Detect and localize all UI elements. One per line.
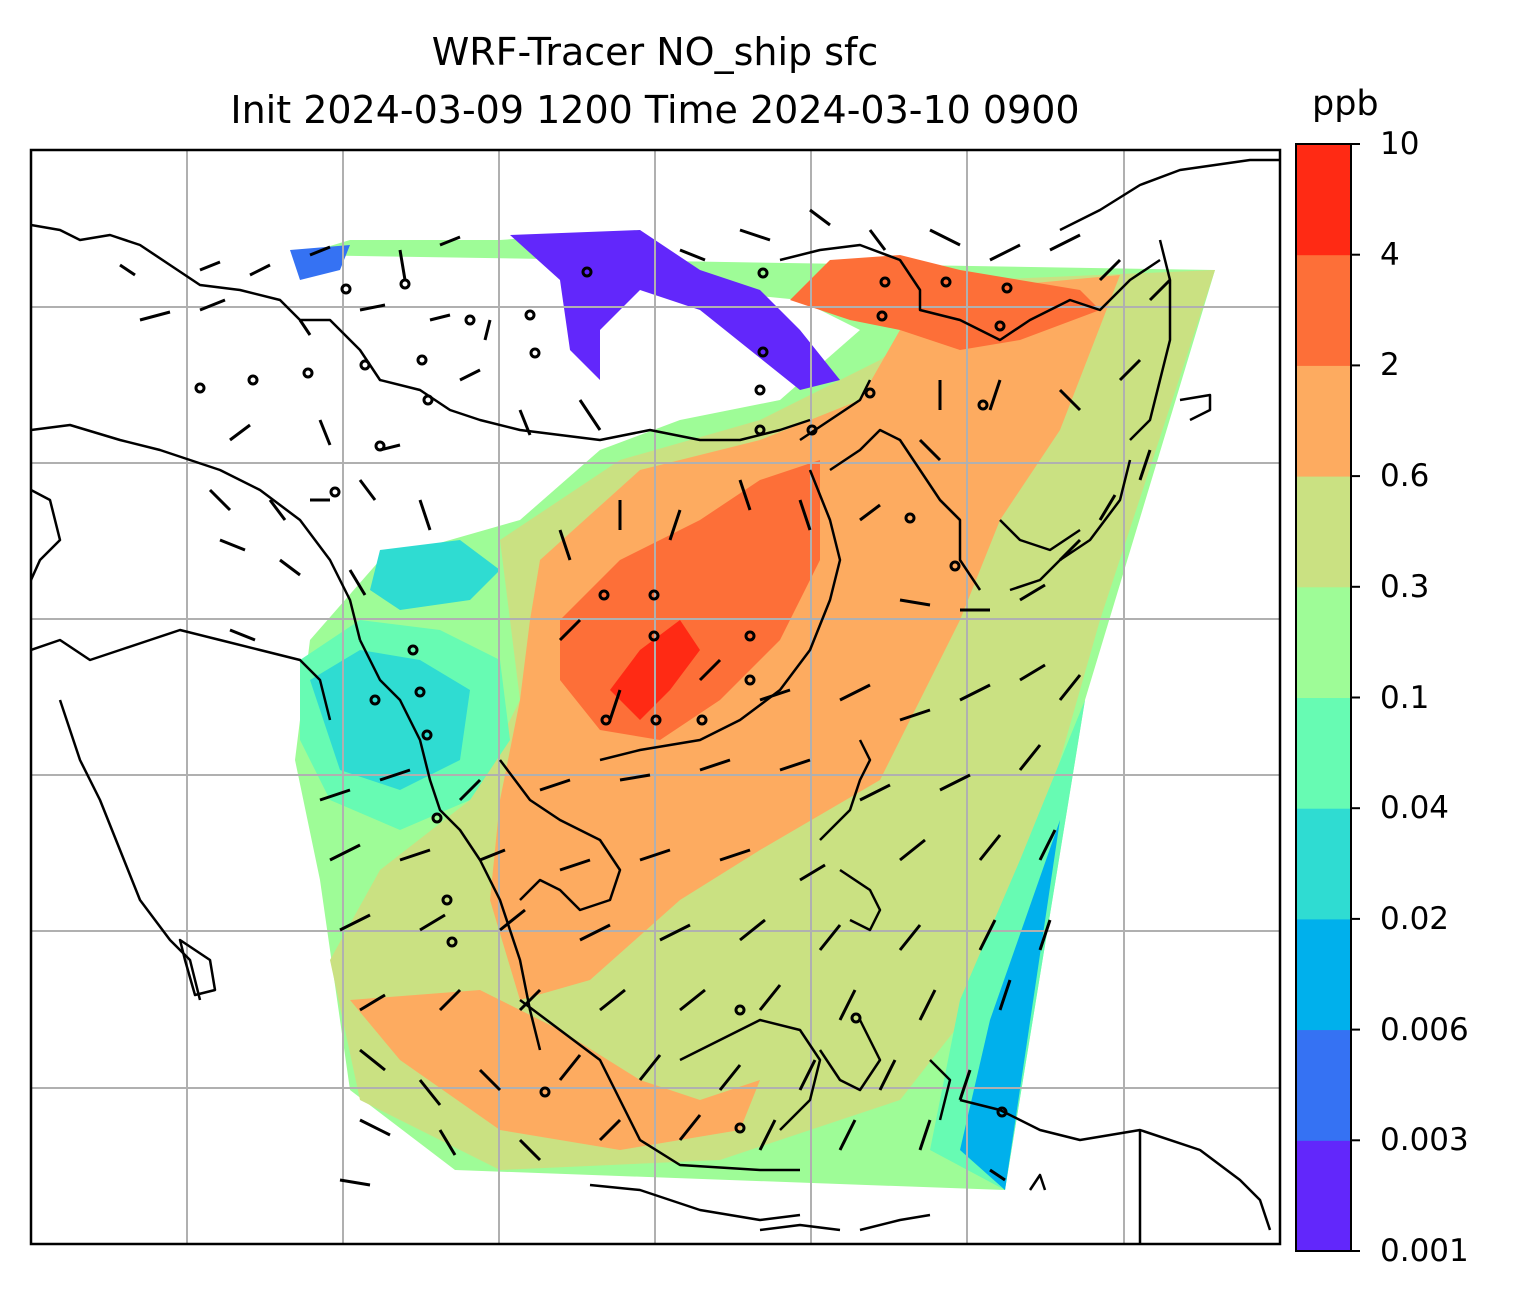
field-nodata-gap: [340, 290, 600, 540]
map-plot-area: [31, 150, 1280, 1244]
field-band-northwest-teal: [370, 540, 500, 610]
field-band-teal: [310, 650, 470, 790]
colorbar-tick-label: 0.3: [1380, 568, 1430, 605]
coastlines: [31, 158, 1280, 1244]
colorbar-segment: [1296, 808, 1351, 920]
colorbar-segment: [1296, 586, 1351, 698]
map-title-line1: WRF-Tracer NO_ship sfc: [431, 30, 879, 74]
calm-wind-markers: [194, 266, 1013, 1134]
colorbar-tick-label: 4: [1380, 236, 1400, 273]
colorbar-segment: [1296, 254, 1351, 366]
map-title-line2: Init 2024-03-09 1200 Time 2024-03-10 090…: [230, 88, 1080, 132]
field-band-east-blue: [960, 820, 1060, 1190]
field-band-east-aqua: [930, 700, 1085, 1190]
colorbar-unit: ppb: [1312, 84, 1379, 124]
colorbar-tick-label: 10: [1380, 126, 1420, 162]
colorbar-segment: [1296, 1029, 1351, 1141]
colorbar-segment: [1296, 144, 1351, 256]
colorbar-tick-label: 2: [1380, 347, 1400, 384]
field-band-north-blue: [290, 245, 350, 280]
colorbar-segment: [1296, 697, 1351, 809]
colorbar-tick-label: 0.001: [1380, 1233, 1469, 1269]
colorbar-segment: [1296, 918, 1351, 1031]
field-band-orange: [490, 275, 1120, 1000]
field-band-orange-south: [350, 990, 760, 1150]
colorbar: [1295, 143, 1360, 1252]
colorbar-tick-label: 0.006: [1380, 1011, 1469, 1048]
field-band-north-purple: [510, 230, 840, 390]
colorbar-tick-label: 0.6: [1380, 458, 1430, 495]
map-axes-frame: [29, 148, 1282, 1246]
colorbar-tick-label: 0.02: [1380, 900, 1450, 937]
colorbar-segment: [1296, 1140, 1351, 1252]
colorbar-tick-label: 0.04: [1380, 790, 1450, 827]
colorbar-tick-label: 0.003: [1380, 1122, 1469, 1159]
colorbar-tick-label: 0.1: [1380, 679, 1430, 716]
colorbar-segment: [1296, 476, 1351, 588]
wind-barbs: [119, 208, 1172, 1187]
colorbar-segment: [1296, 365, 1351, 477]
